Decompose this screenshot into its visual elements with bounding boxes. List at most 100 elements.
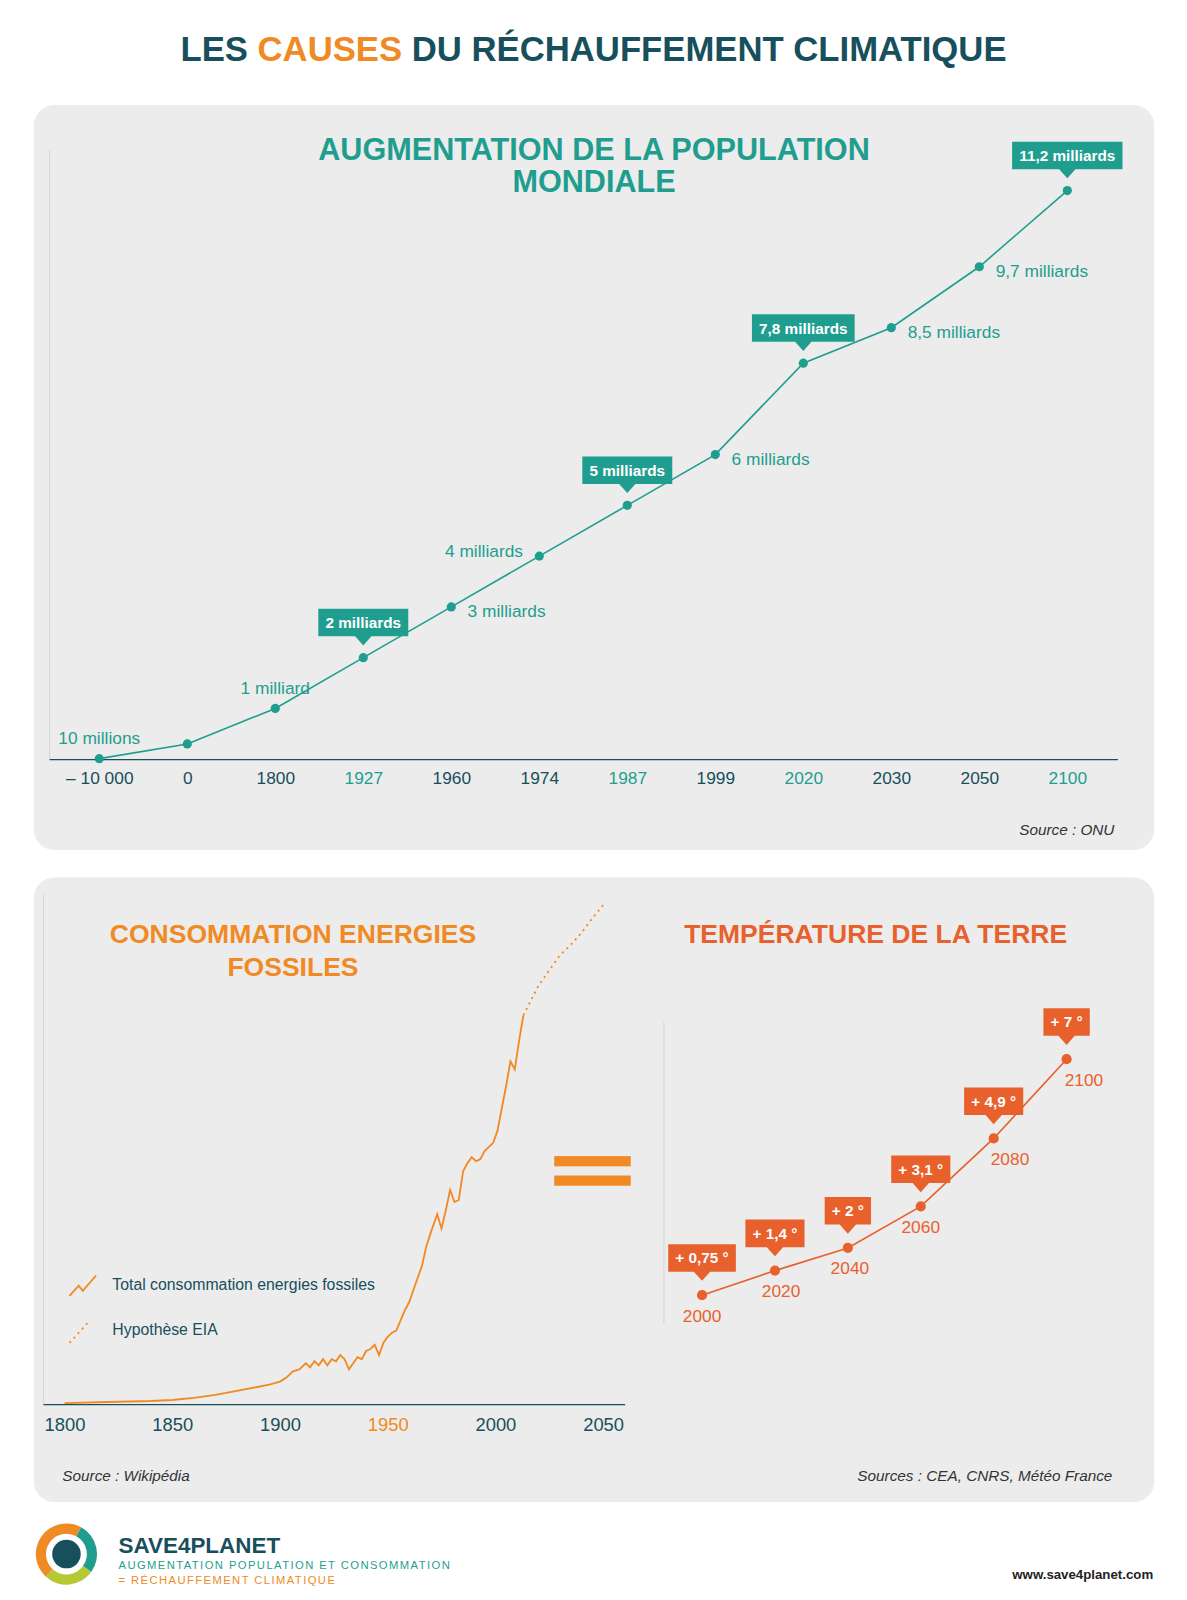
data-label: + 0,75 °: [675, 1249, 728, 1266]
fossil-chart: CONSOMMATION ENERGIESFOSSILES 1800 1850 190…: [44, 894, 626, 1483]
legend-symbol: [70, 1276, 97, 1296]
data-label: + 7 °: [1051, 1013, 1083, 1030]
tick-label: 2030: [873, 768, 912, 788]
temperature-chart: TEMPÉRATURE DE LA TERRE 20002020204020602…: [664, 919, 1112, 1484]
line: [99, 191, 1067, 759]
legend: Total consommation energies fossiles Hypo…: [70, 1276, 375, 1343]
badge: + 1,4 °: [745, 1220, 804, 1257]
data-label: 11,2 milliards: [1019, 147, 1115, 164]
point: [799, 359, 808, 368]
point: [1063, 186, 1072, 195]
badge-box: [745, 1220, 804, 1257]
data-label: 4 milliards: [445, 541, 523, 561]
tick-label: 2020: [762, 1281, 801, 1301]
data-label: + 3,1 °: [898, 1161, 943, 1178]
title-part: CAUSES: [258, 30, 403, 68]
chart-title: CONSOMMATION ENERGIESFOSSILES: [110, 919, 476, 982]
point: [887, 323, 896, 332]
badge-box: [964, 1087, 1023, 1124]
tick: 2000: [475, 1404, 516, 1435]
tick-label: – 10 000: [66, 768, 133, 788]
url: www.save4planet.com: [1011, 1567, 1153, 1582]
tick-label: 1999: [697, 768, 736, 788]
x-axis: – 10 00001800192719601974198719992020203…: [50, 759, 1118, 788]
axis-line: [43, 894, 44, 1404]
tick: 1900: [260, 1404, 301, 1435]
y-axis: [49, 151, 50, 760]
legend-label: Total consommation energies fossiles: [112, 1276, 375, 1293]
point: [989, 1133, 999, 1143]
tagline: = RÉCHAUFFEMENT CLIMATIQUE: [119, 1574, 337, 1586]
point: [711, 450, 720, 459]
title-line: MONDIALE: [512, 164, 675, 198]
badge: 5 milliards: [582, 456, 672, 493]
tick: 1800: [45, 1404, 86, 1435]
panel: [34, 878, 1154, 1502]
tick-label: 0: [183, 768, 193, 788]
badge: 7,8 milliards: [752, 314, 855, 351]
badge-box: [825, 1197, 871, 1234]
point: [95, 754, 104, 763]
tick: 1987: [609, 759, 648, 788]
data-label: 10 millions: [58, 728, 140, 748]
badge-box: [1043, 1008, 1089, 1045]
badge: + 2 °: [825, 1197, 871, 1234]
chart-title: TEMPÉRATURE DE LA TERRE: [684, 919, 1067, 949]
tick: 2020: [785, 759, 824, 788]
tick-label: 1987: [609, 768, 648, 788]
data-label: 5 milliards: [589, 462, 665, 479]
tick-label: 2100: [1049, 768, 1088, 788]
badge: + 4,9 °: [964, 1087, 1023, 1124]
x-axis: 200020202040206020802100: [683, 1070, 1103, 1326]
tick-label: 1800: [45, 1414, 86, 1435]
badge: + 0,75 °: [668, 1244, 736, 1281]
tick: 1800: [257, 759, 296, 788]
tick: 1999: [697, 759, 736, 788]
badge-box: [1012, 142, 1122, 179]
point: [271, 704, 280, 713]
x-axis: 1800 1850 1900 1950 2000 2050: [44, 1404, 626, 1435]
data-label: + 1,4 °: [753, 1225, 798, 1242]
tick-label: 1950: [368, 1414, 409, 1435]
legend-label: Hypothèse EIA: [112, 1321, 218, 1338]
title-part: DU RÉCHAUFFEMENT CLIMATIQUE: [402, 29, 1006, 68]
tick-label: 1960: [433, 768, 472, 788]
badge-box: [668, 1244, 736, 1281]
badge-box: [318, 609, 408, 646]
data-label: 7,8 milliards: [759, 320, 847, 337]
data-label: + 4,9 °: [971, 1093, 1016, 1110]
tick-label: 2060: [901, 1217, 940, 1237]
equals-bar: [554, 1176, 631, 1186]
source: Source : ONU: [1019, 821, 1115, 838]
axis-line: [663, 1022, 664, 1324]
data-label: + 2 °: [832, 1202, 864, 1219]
tick-label: 2100: [1065, 1070, 1104, 1090]
tick: 1974: [521, 759, 560, 788]
infographic: LES CAUSES DU RÉCHAUFFEMENT CLIMATIQUEAU…: [0, 0, 1187, 1600]
tick: – 10 000: [66, 759, 133, 788]
point: [535, 552, 544, 561]
source: Source : Wikipédia: [62, 1467, 189, 1484]
tick: 2050: [583, 1404, 624, 1435]
marks: [95, 186, 1072, 763]
tick-label: 1850: [152, 1414, 193, 1435]
point: [843, 1243, 853, 1253]
tick: 2050: [961, 759, 1000, 788]
logo-arc: [46, 1566, 91, 1585]
chart-title: AUGMENTATION DE LA POPULATIONMONDIALE: [318, 132, 870, 198]
tick: 0: [183, 759, 193, 788]
axis-line: [44, 1404, 626, 1405]
tick: 2030: [873, 759, 912, 788]
tick-label: 2000: [475, 1414, 516, 1435]
axis-line: [49, 151, 50, 760]
badge-box: [752, 314, 855, 351]
footer: SAVE4PLANETAUGMENTATION POPULATION ET CO…: [36, 1523, 1153, 1585]
badge: 2 milliards: [318, 609, 408, 646]
point: [359, 653, 368, 662]
marks: [65, 905, 604, 1403]
axis-line: [50, 759, 1118, 760]
point: [623, 501, 632, 510]
tick-label: 1800: [257, 768, 296, 788]
badge: + 7 °: [1043, 1008, 1089, 1045]
tick-label: 2020: [785, 768, 824, 788]
